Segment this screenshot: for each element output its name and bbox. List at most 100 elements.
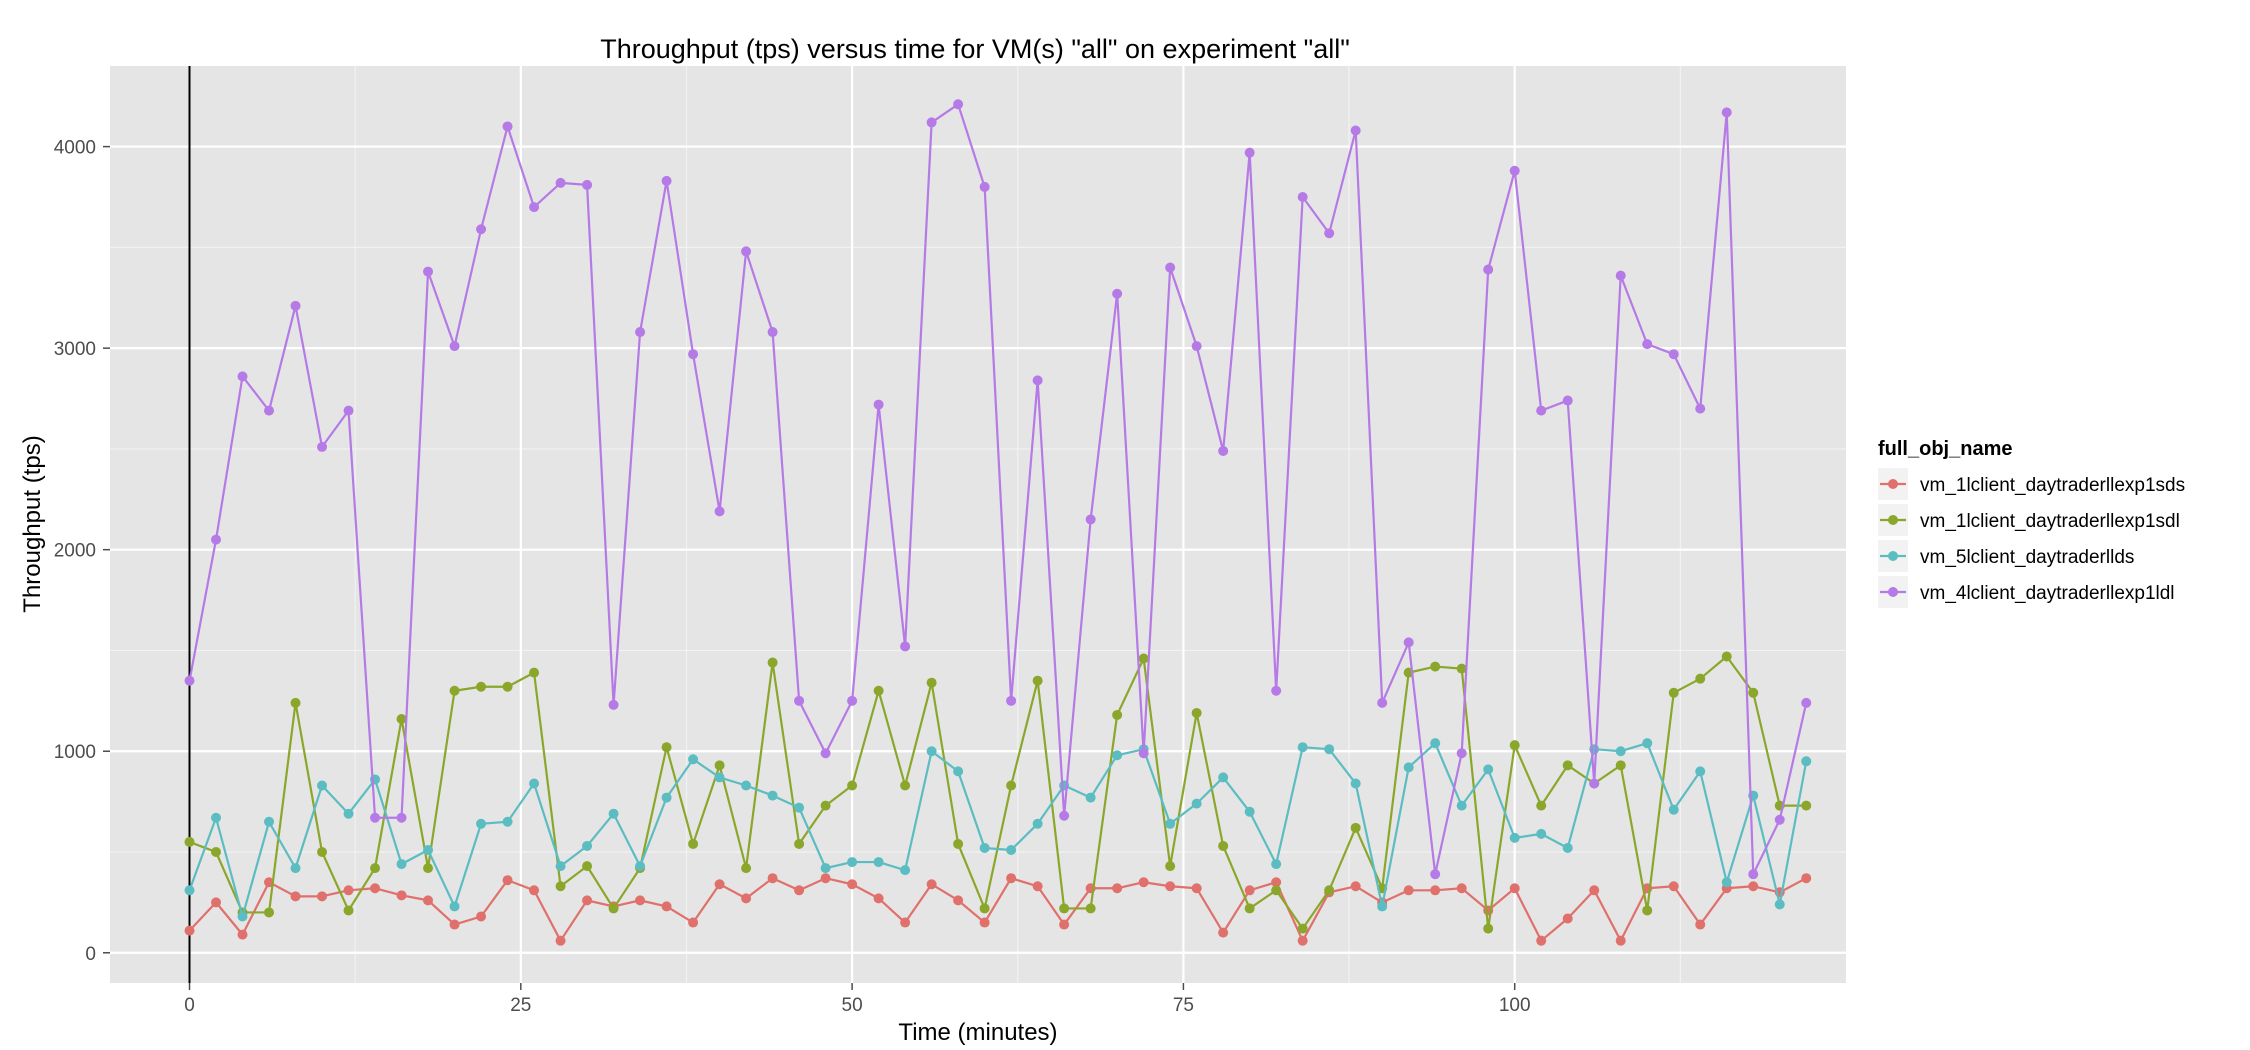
data-point: [529, 778, 540, 789]
legend-key-point: [1888, 551, 1898, 561]
data-point: [1695, 673, 1706, 684]
data-point: [847, 780, 858, 791]
series-layer: [184, 99, 1812, 946]
data-point: [1536, 828, 1547, 839]
data-point: [953, 766, 964, 777]
data-point: [1562, 760, 1573, 771]
plot-panel: [110, 66, 1846, 983]
data-point: [714, 506, 725, 517]
data-point: [1589, 885, 1600, 896]
data-point: [926, 746, 937, 757]
series-line: [188, 103, 1808, 876]
data-point: [1430, 885, 1441, 896]
data-point: [1350, 881, 1361, 892]
data-point: [1642, 339, 1653, 350]
data-point: [1748, 687, 1759, 698]
data-point: [873, 893, 884, 904]
data-point: [873, 857, 884, 868]
data-point: [688, 754, 699, 765]
data-point: [476, 911, 487, 922]
data-point: [847, 857, 858, 868]
data-point: [1589, 778, 1600, 789]
data-point: [317, 847, 328, 857]
legend-item-2: vm_1lclient_daytraderllexp1sdl: [1878, 504, 2180, 536]
data-point: [714, 772, 725, 783]
data-point: [343, 905, 354, 916]
data-point: [396, 812, 407, 823]
data-point: [926, 879, 937, 890]
data-point: [1191, 883, 1202, 894]
data-point: [741, 246, 752, 257]
y-tick-label: 2000: [54, 541, 96, 562]
data-point: [979, 181, 990, 192]
data-point: [1032, 675, 1043, 686]
data-point: [635, 895, 646, 906]
data-point: [1801, 873, 1812, 884]
data-point: [1297, 192, 1308, 202]
data-point: [767, 873, 778, 884]
x-tick-label: 50: [842, 995, 863, 1016]
data-point: [979, 917, 990, 928]
data-point: [714, 760, 725, 771]
data-point: [953, 838, 964, 849]
data-point: [184, 925, 195, 936]
data-point: [1483, 264, 1494, 275]
chart-title: Throughput (tps) versus time for VM(s) "…: [600, 34, 1350, 64]
data-point: [1112, 883, 1123, 894]
data-point: [1138, 653, 1149, 664]
data-point: [1721, 107, 1732, 118]
data-point: [1774, 899, 1785, 910]
data-point: [1271, 877, 1282, 888]
data-point: [1536, 935, 1547, 946]
data-point: [1218, 772, 1229, 783]
data-point: [1403, 885, 1414, 896]
data-point: [767, 327, 778, 338]
data-point: [1085, 514, 1096, 525]
data-point: [1562, 842, 1573, 853]
data-point: [1244, 903, 1255, 914]
data-point: [343, 405, 354, 416]
data-point: [1165, 818, 1176, 829]
data-point: [1165, 861, 1176, 872]
y-tick-label: 4000: [54, 138, 96, 159]
data-point: [1774, 814, 1785, 825]
data-point: [1324, 228, 1335, 239]
data-point: [449, 919, 460, 930]
data-point: [1191, 707, 1202, 718]
data-point: [1297, 742, 1308, 753]
data-point: [953, 99, 964, 110]
major-gridlines: [110, 66, 1846, 983]
series-2: [184, 651, 1812, 934]
data-point: [1138, 877, 1149, 888]
data-point: [476, 681, 487, 692]
data-point: [1483, 923, 1494, 934]
data-point: [343, 808, 354, 819]
data-point: [582, 179, 593, 190]
data-point: [1032, 818, 1043, 829]
legend-title: full_obj_name: [1878, 438, 2012, 460]
data-point: [1721, 877, 1732, 888]
data-point: [1085, 903, 1096, 914]
data-point: [343, 885, 354, 896]
data-point: [1430, 661, 1441, 672]
data-point: [370, 883, 381, 894]
data-point: [661, 792, 672, 803]
data-point: [529, 885, 540, 896]
data-point: [1350, 778, 1361, 789]
data-point: [396, 859, 407, 870]
data-point: [1430, 738, 1441, 749]
legend-key-point: [1888, 479, 1898, 489]
data-point: [264, 405, 275, 416]
data-point: [1562, 913, 1573, 924]
data-point: [370, 863, 381, 874]
data-point: [1006, 780, 1017, 791]
data-point: [1271, 885, 1282, 896]
data-point: [1297, 935, 1308, 946]
data-point: [1006, 873, 1017, 884]
legend-item-1: vm_1lclient_daytraderllexp1sds: [1878, 468, 2185, 500]
data-point: [184, 836, 195, 847]
data-point: [555, 935, 566, 946]
data-point: [1112, 288, 1123, 299]
data-point: [741, 893, 752, 904]
